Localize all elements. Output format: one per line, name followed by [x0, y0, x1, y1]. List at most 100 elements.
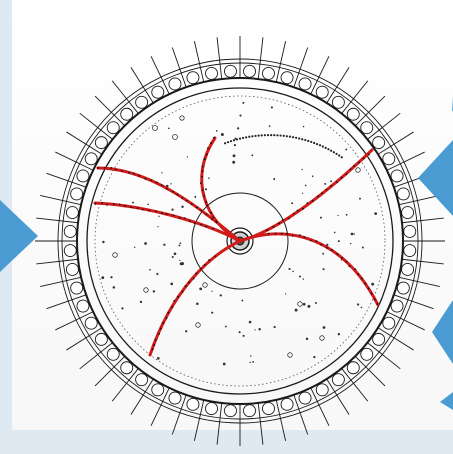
track-hit-dot: [178, 217, 181, 219]
calorimeter-wedge-line: [130, 378, 154, 415]
hit-circle: [179, 115, 185, 121]
calorimeter-cell: [94, 332, 108, 346]
calorimeter-cell: [151, 85, 165, 99]
hit-dot: [285, 293, 287, 295]
calorimeter-wedge-line: [354, 355, 386, 387]
track-hit-dot: [195, 272, 198, 275]
track-hit-dot: [136, 207, 139, 210]
track-hit-dot: [188, 220, 191, 223]
hit-dot: [359, 197, 361, 200]
calorimeter-wedge-line: [171, 394, 187, 435]
hit-dot: [250, 355, 252, 357]
track-hit-dot: [325, 246, 328, 249]
hit-dot: [301, 138, 304, 141]
hit-dot: [257, 134, 260, 137]
calorimeter-cell: [382, 316, 396, 330]
hit-dot: [295, 136, 298, 139]
calorimeter-cell: [280, 397, 294, 411]
hit-dot: [112, 286, 116, 289]
hit-dot: [298, 137, 301, 140]
calorimeter-wedge-line: [386, 311, 425, 331]
track-hit-dot: [376, 303, 379, 305]
calorimeter-wedge-line: [401, 217, 444, 224]
track-hit-dot: [165, 213, 168, 215]
track-hit-dot: [354, 268, 357, 271]
track-hit-dot: [336, 181, 338, 184]
hit-dot: [321, 145, 324, 148]
calorimeter-ring-boundary: [57, 58, 423, 424]
track-hit-dot: [272, 225, 275, 228]
track-hit-dot: [349, 168, 352, 171]
calorimeter-wedge-line: [293, 47, 309, 88]
hit-dot: [220, 133, 224, 136]
tracker-outer-circle: [86, 87, 394, 395]
calorimeter-cell: [298, 391, 312, 405]
hit-dot: [338, 154, 341, 157]
track-hit-dot: [357, 273, 360, 276]
calorimeter-wedge-line: [341, 80, 369, 114]
hit-dot: [224, 325, 227, 328]
calorimeter-wedge-line: [257, 37, 264, 80]
track-hit-dot: [103, 166, 106, 169]
hit-dot: [337, 333, 341, 336]
calorimeter-cell: [120, 361, 134, 375]
track-hit-dot: [155, 210, 157, 213]
hit-dot: [266, 134, 270, 137]
track-hit-dot: [364, 282, 367, 285]
calorimeter-cell: [151, 383, 165, 397]
track-hit-dot: [321, 192, 324, 195]
calorimeter-cell: [94, 136, 108, 150]
hit-dot: [170, 183, 172, 185]
calorimeter-cell: [168, 77, 182, 91]
track-hit-dot: [172, 214, 175, 217]
track-hit-dot: [150, 179, 153, 182]
hit-dot: [335, 152, 338, 155]
hit-dot: [326, 243, 329, 246]
track-hit-dot: [133, 172, 135, 175]
hit-dot: [101, 276, 105, 280]
hit-dot: [233, 143, 237, 147]
calorimeter-wedge-line: [130, 67, 154, 104]
track-hit-dot: [203, 158, 206, 160]
calorimeter-wedge-line: [216, 37, 223, 80]
calorimeter-wedge-line: [150, 56, 170, 95]
hit-dot: [242, 101, 245, 104]
hit-dot: [235, 138, 239, 141]
hit-dot: [305, 337, 309, 341]
track-hit-dot: [266, 229, 269, 232]
track-hit-dot: [156, 181, 158, 184]
hit-dot: [249, 361, 251, 364]
track-hit-dot: [317, 195, 320, 198]
track-hit-dot: [212, 216, 215, 219]
track-hit-dot: [176, 193, 179, 196]
calorimeter-wedge-line: [398, 194, 440, 206]
scattered-hits: [101, 101, 378, 366]
track-hit-dot: [210, 211, 213, 214]
hit-circle: [355, 167, 361, 173]
track-hit-dot: [153, 344, 156, 346]
track-hit-dot: [205, 225, 208, 228]
hit-dot: [307, 304, 311, 308]
calorimeter-wedge-line: [293, 394, 309, 435]
calorimeter-wedge-line: [275, 41, 287, 83]
hit-dot: [132, 201, 134, 204]
calorimeter-wedge-line: [386, 151, 425, 171]
hit-dot: [307, 139, 310, 143]
track-hit-dot: [207, 147, 209, 150]
hit-dot: [327, 148, 330, 151]
hit-dot: [171, 255, 174, 259]
track-hit-dot: [124, 205, 126, 207]
hit-dot: [298, 275, 302, 278]
track-hit-dot: [280, 232, 283, 235]
calorimeter-cell: [372, 332, 386, 346]
hit-dot: [181, 262, 184, 266]
track-hit-dot: [325, 188, 328, 191]
track-hit-dot: [345, 173, 348, 176]
track-hit-dot: [320, 243, 323, 246]
hit-dot: [273, 134, 276, 137]
calorimeter-cell: [135, 373, 149, 387]
hit-dot: [360, 306, 363, 309]
hit-dot: [330, 180, 333, 183]
track-hit-dot: [201, 189, 204, 192]
hit-dot: [333, 231, 336, 234]
